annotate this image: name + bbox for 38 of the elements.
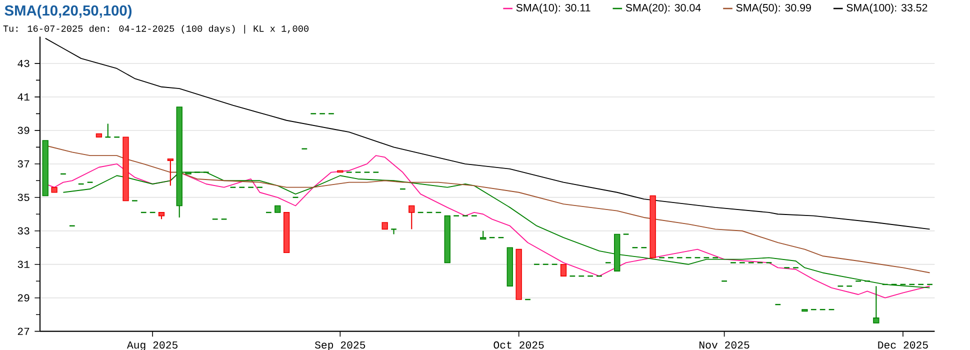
x-tick-label: Dec 2025 — [878, 341, 928, 349]
candlestick — [506, 247, 513, 287]
candlestick — [42, 140, 48, 196]
candlestick — [802, 309, 808, 312]
legend-label: SMA(10): 30.11 — [516, 4, 590, 14]
candlestick — [283, 212, 290, 254]
candlestick — [650, 195, 656, 258]
legend-label: SMA(20): 30.04 — [626, 4, 701, 14]
candlestick — [96, 133, 102, 138]
legend-label: SMA(50): 30.99 — [736, 4, 811, 14]
candlestick — [390, 228, 398, 235]
y-tick-label: 41 — [18, 93, 30, 100]
y-tick-label: 35 — [18, 194, 30, 202]
candlestick — [444, 215, 450, 264]
candlestick — [560, 264, 567, 276]
x-tick-label: Oct 2025 — [494, 341, 544, 349]
x-tick-label: Nov 2025 — [700, 341, 750, 349]
y-tick-label: 39 — [18, 126, 30, 134]
chart-subtitle: Tu: 16-07-2025 den: 04-12-2025 (100 days) | KL x 1,000 — [3, 24, 308, 34]
candlestick — [408, 205, 415, 230]
y-tick-label: 29 — [18, 294, 30, 302]
legend-label: SMA(100): 33.52 — [846, 4, 928, 14]
y-tick-label: 31 — [18, 260, 30, 268]
candlestick — [167, 158, 174, 186]
candlestick — [274, 205, 281, 213]
y-tick-label: 27 — [18, 328, 30, 335]
chart-title: SMA(10,20,50,100) — [4, 4, 132, 19]
y-tick-label: 33 — [18, 227, 30, 234]
candlestick — [382, 222, 388, 230]
y-tick-label: 43 — [18, 60, 30, 68]
line-series — [44, 38, 930, 230]
candlestick — [614, 234, 620, 272]
y-tick-label: 37 — [18, 160, 30, 168]
candlestick — [51, 186, 58, 193]
candlestick — [337, 170, 344, 173]
candlestick — [516, 248, 522, 300]
candlestick — [873, 286, 880, 324]
candlestick — [122, 136, 129, 202]
